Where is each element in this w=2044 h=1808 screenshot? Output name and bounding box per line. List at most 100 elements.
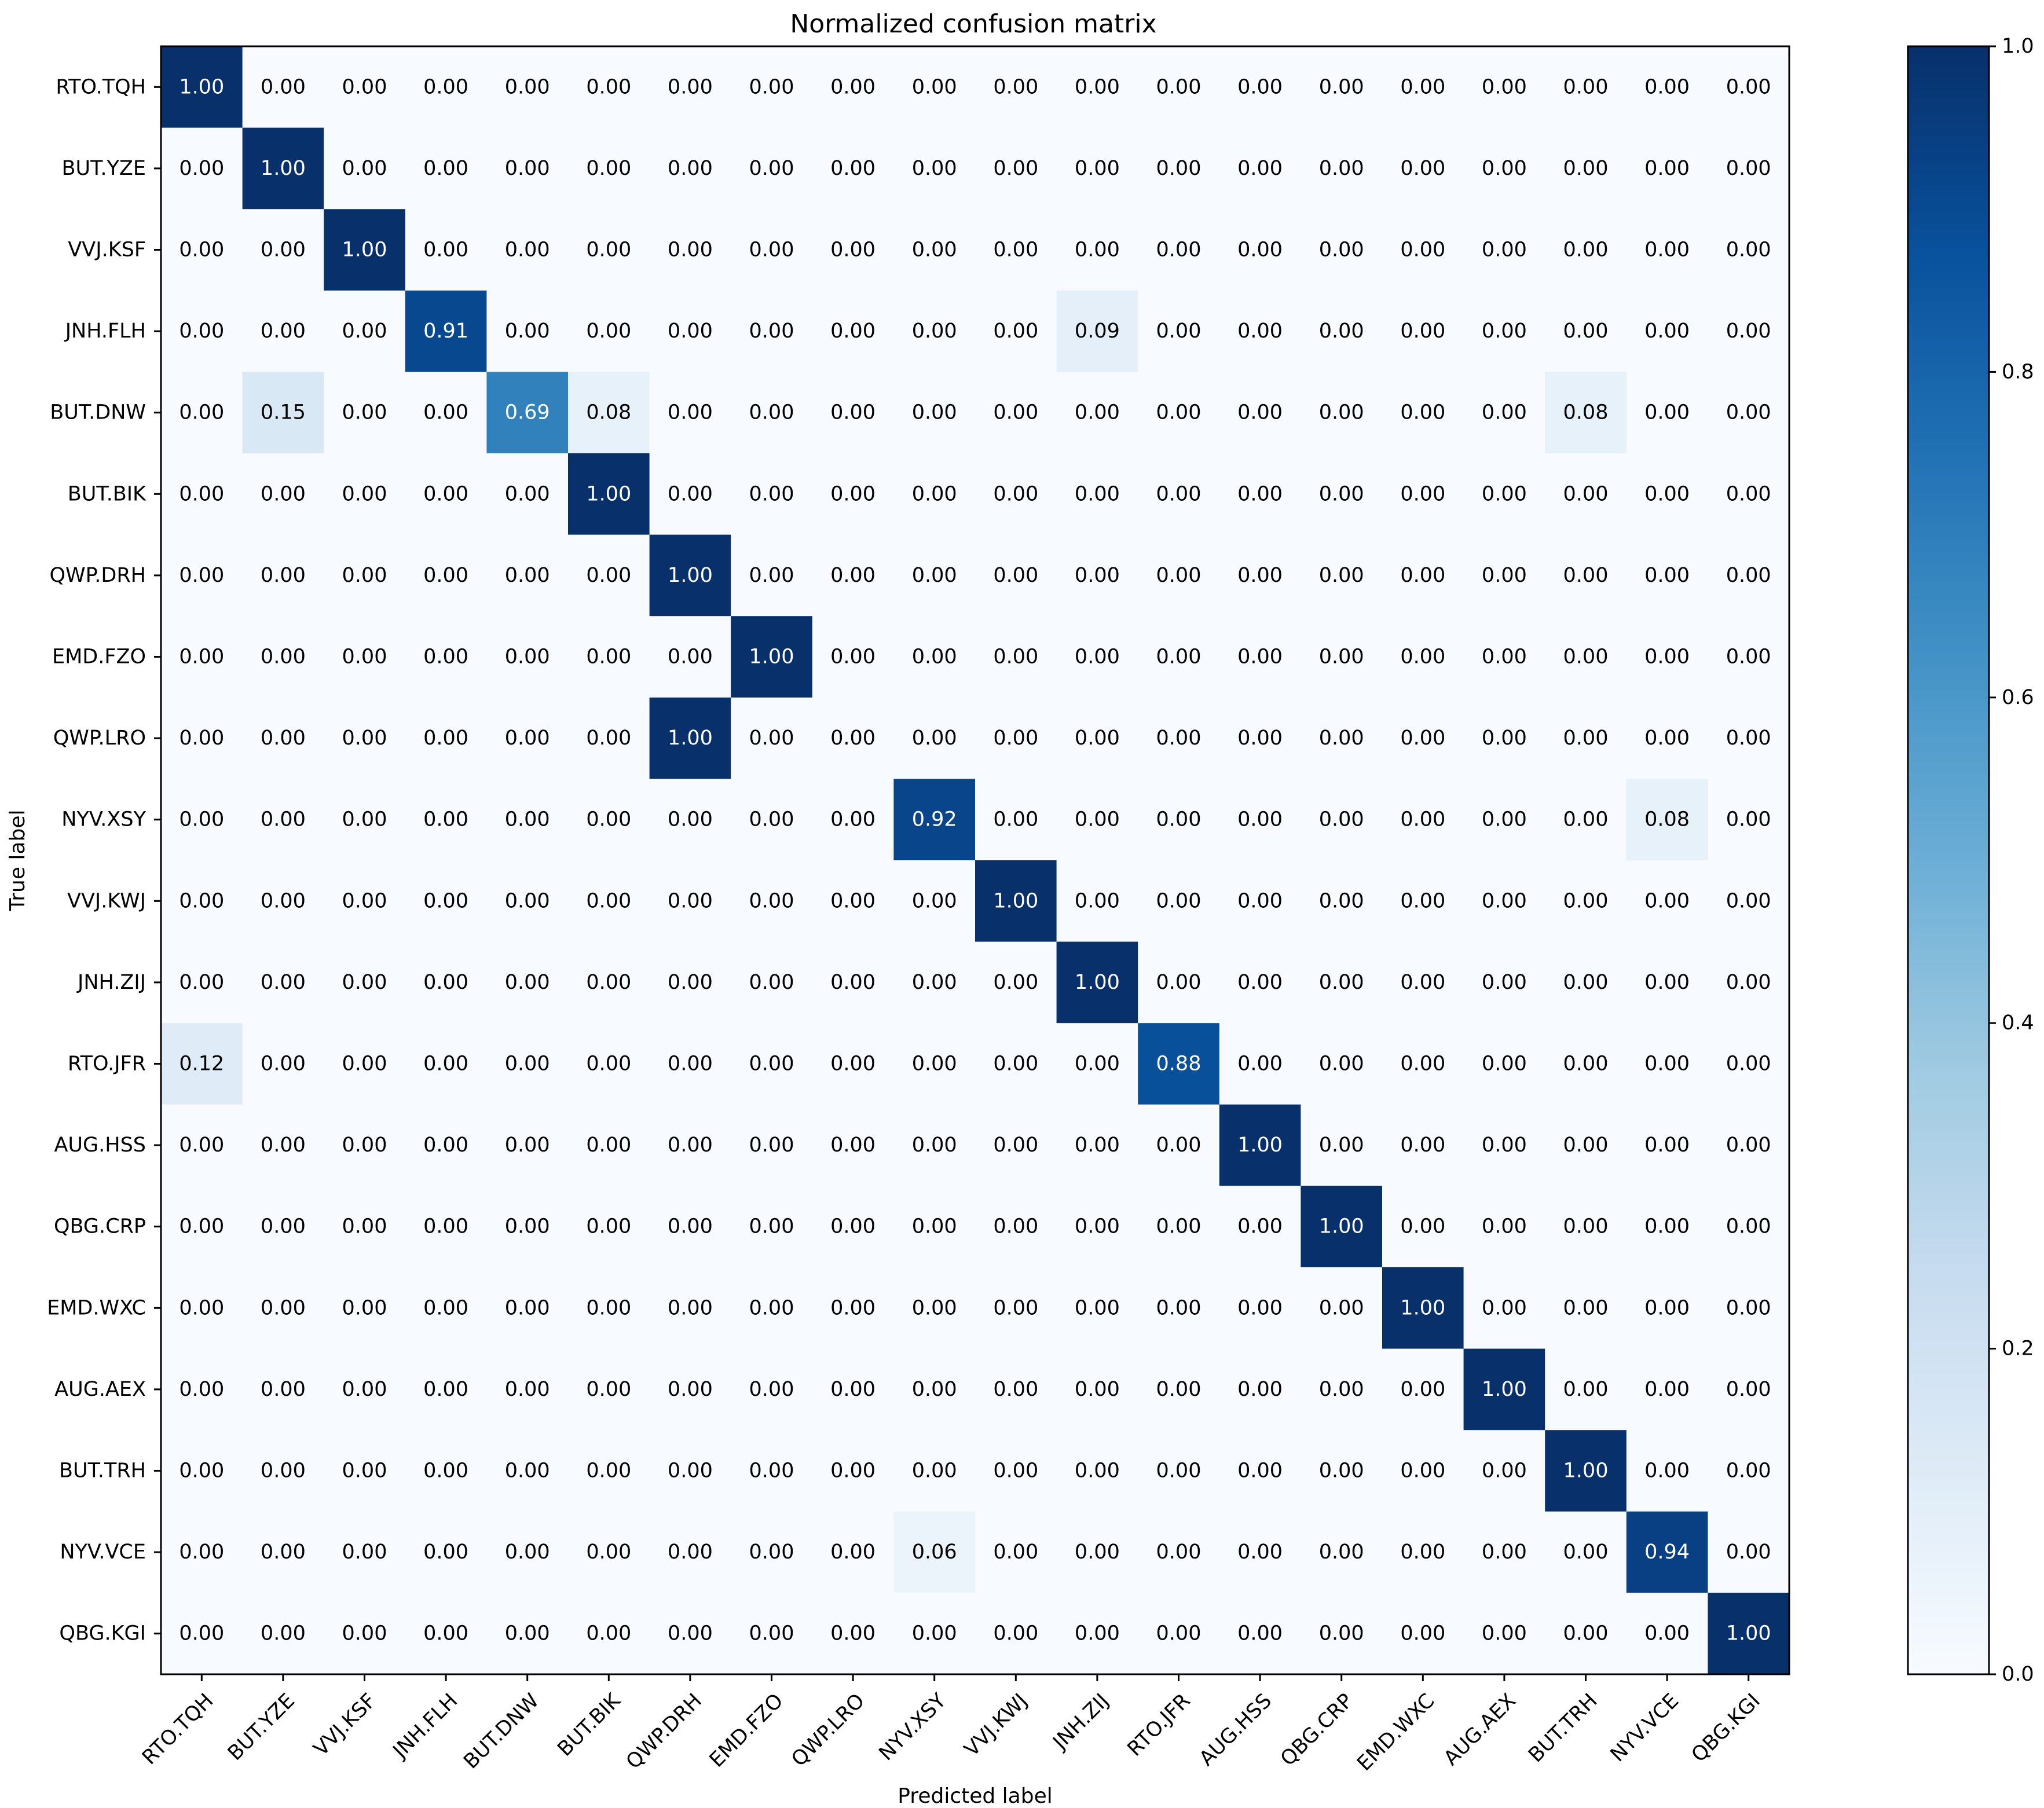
heatmap-cell	[975, 1593, 1057, 1675]
cell-value-label: 0.00	[1563, 239, 1609, 262]
heatmap-cell	[1056, 941, 1138, 1024]
cell-value-label: 0.00	[1563, 320, 1609, 343]
cell-value-label: 0.00	[1400, 889, 1445, 912]
cell-value-label: 0.00	[1482, 971, 1527, 994]
heatmap-cell	[1463, 1104, 1545, 1186]
x-tick-label: JNH.FLH	[388, 1689, 462, 1763]
cell-value-label: 0.00	[1075, 1622, 1120, 1645]
cell-value-label: 0.00	[1075, 889, 1120, 912]
y-tick-label: VVJ.KWJ	[67, 889, 146, 912]
heatmap-cell	[1382, 127, 1464, 210]
cell-value-label: 0.00	[1482, 239, 1527, 262]
cell-value-label: 0.00	[179, 157, 224, 180]
cell-value-label: 0.00	[423, 1622, 468, 1645]
heatmap-cell	[812, 127, 894, 210]
cell-value-label: 0.00	[993, 1052, 1038, 1076]
colorbar-tick-label: 0.8	[2002, 360, 2034, 383]
cell-value-label: 0.00	[1319, 889, 1364, 912]
cell-value-label: 0.00	[749, 971, 794, 994]
cell-value-label: 0.00	[749, 1052, 794, 1076]
y-tick-label: BUT.TRH	[59, 1459, 146, 1483]
heatmap-cell	[324, 1104, 406, 1186]
heatmap-cell	[893, 453, 976, 536]
cell-value-label: 0.00	[342, 401, 387, 424]
plot-frame	[160, 45, 1790, 1675]
cell-value-label: 0.00	[668, 1134, 713, 1157]
heatmap-cell	[161, 534, 243, 617]
cell-value-label: 0.00	[1319, 1296, 1364, 1319]
heatmap-cell	[1382, 616, 1464, 698]
heatmap-cell	[1219, 209, 1301, 291]
cell-value-label: 0.00	[1075, 1052, 1120, 1076]
heatmap-cell	[1626, 1104, 1708, 1186]
cell-value-label: 1.00	[1482, 1378, 1527, 1401]
heatmap-cell	[486, 860, 569, 942]
heatmap-cell	[324, 1511, 406, 1593]
cell-value-label: 0.00	[749, 1296, 794, 1319]
heatmap-cell	[161, 697, 243, 779]
cell-value-label: 0.00	[912, 1215, 957, 1238]
heatmap-cell	[1626, 534, 1708, 617]
cell-value-label: 0.00	[749, 1541, 794, 1564]
cell-value-label: 0.00	[1319, 727, 1364, 750]
cell-value-label: 0.00	[749, 1215, 794, 1238]
heatmap-cell	[1219, 127, 1301, 210]
cell-value-label: 0.00	[342, 1215, 387, 1238]
heatmap-cell	[731, 127, 813, 210]
heatmap-cell	[324, 1023, 406, 1105]
y-tick-label: EMD.FZO	[52, 646, 146, 669]
heatmap-cell	[1301, 1023, 1383, 1105]
heatmap-cell	[242, 127, 324, 210]
heatmap-cell	[1626, 372, 1708, 454]
cell-value-label: 0.00	[505, 239, 550, 262]
heatmap-cell	[1219, 46, 1301, 129]
heatmap-cell	[975, 127, 1057, 210]
cell-value-label: 0.00	[1482, 808, 1527, 831]
cell-value-label: 0.00	[668, 1459, 713, 1483]
heatmap-cell	[242, 1267, 324, 1349]
cell-value-label: 0.00	[342, 1541, 387, 1564]
x-tick-label: JNH.ZIJ	[1048, 1689, 1113, 1755]
heatmap-cell	[893, 1023, 976, 1105]
heatmap-cell	[1138, 1104, 1220, 1186]
cell-value-label: 0.00	[912, 1052, 957, 1076]
heatmap-cell	[486, 372, 569, 454]
heatmap-cell	[1056, 779, 1138, 861]
cell-value-label: 0.00	[1156, 971, 1202, 994]
heatmap-cell	[812, 1593, 894, 1675]
x-tick-label: EMD.FZO	[705, 1689, 788, 1772]
heatmap-cell	[1708, 860, 1790, 942]
cell-value-label: 0.00	[993, 1134, 1038, 1157]
cell-value-label: 0.00	[423, 1215, 468, 1238]
heatmap-cell	[893, 209, 976, 291]
cell-value-label: 0.00	[261, 482, 306, 505]
heatmap-cell	[242, 372, 324, 454]
heatmap-cell	[812, 1023, 894, 1105]
cell-value-label: 0.00	[261, 1459, 306, 1483]
cell-value-label: 0.00	[1644, 1622, 1690, 1645]
heatmap-cell	[1626, 941, 1708, 1024]
heatmap-cell	[1138, 697, 1220, 779]
heatmap-cell	[405, 1186, 487, 1268]
cell-value-label: 0.00	[1156, 564, 1202, 587]
heatmap-cell	[1219, 1348, 1301, 1431]
heatmap-cell	[649, 372, 731, 454]
heatmap-cell	[812, 860, 894, 942]
cell-value-label: 0.00	[668, 482, 713, 505]
heatmap-cell	[405, 616, 487, 698]
heatmap-cell	[1382, 1023, 1464, 1105]
cell-value-label: 0.00	[993, 808, 1038, 831]
cell-value-label: 0.00	[1726, 1296, 1771, 1319]
heatmap-cell	[1463, 209, 1545, 291]
heatmap-cell	[1056, 1430, 1138, 1512]
cell-value-label: 1.00	[668, 727, 713, 750]
cell-value-label: 0.00	[830, 320, 876, 343]
heatmap-cell	[486, 534, 569, 617]
heatmap-cell	[649, 616, 731, 698]
y-tick-label: VVJ.KSF	[68, 239, 146, 262]
cell-value-label: 0.00	[1400, 1215, 1445, 1238]
cell-value-label: 0.00	[179, 889, 224, 912]
heatmap-cell	[1219, 697, 1301, 779]
heatmap-cell	[1219, 1104, 1301, 1186]
